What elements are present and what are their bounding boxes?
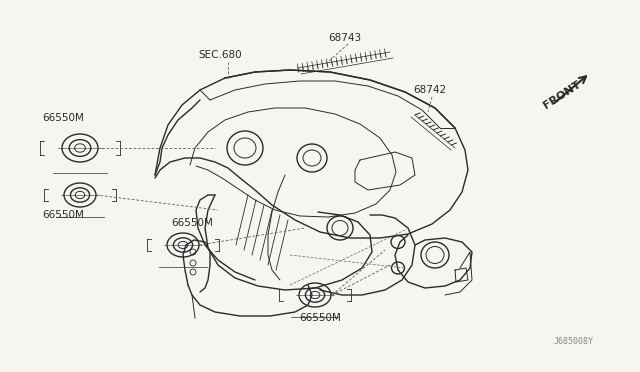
Text: 66550M: 66550M xyxy=(299,313,341,323)
Text: 66550M: 66550M xyxy=(42,210,84,220)
Text: 66550M: 66550M xyxy=(171,218,213,228)
Text: J685008Y: J685008Y xyxy=(554,337,594,346)
Text: 68743: 68743 xyxy=(328,33,362,43)
Text: FRONT: FRONT xyxy=(541,79,582,111)
Text: SEC.680: SEC.680 xyxy=(198,50,242,60)
Text: 68742: 68742 xyxy=(413,85,447,95)
Text: 66550M: 66550M xyxy=(42,113,84,123)
